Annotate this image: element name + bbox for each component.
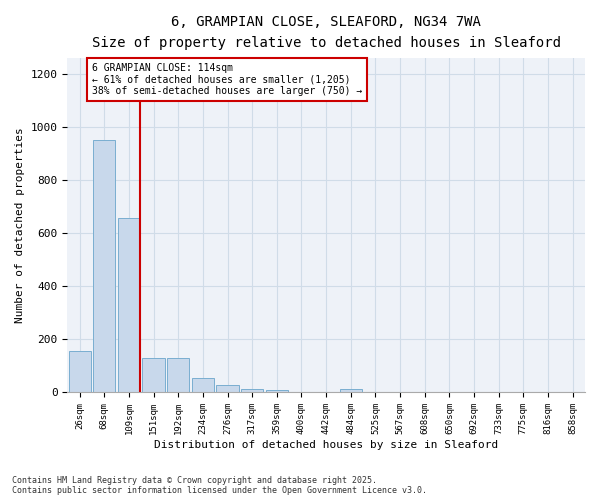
Bar [93,140,115,392]
Bar [167,358,190,392]
Bar [340,390,362,392]
X-axis label: Distribution of detached houses by size in Sleaford: Distribution of detached houses by size … [154,440,498,450]
Text: 6 GRAMPIAN CLOSE: 114sqm
← 61% of detached houses are smaller (1,205)
38% of sem: 6 GRAMPIAN CLOSE: 114sqm ← 61% of detach… [92,63,362,96]
Bar [192,378,214,392]
Bar [241,390,263,392]
Bar [142,358,164,392]
Title: 6, GRAMPIAN CLOSE, SLEAFORD, NG34 7WA
Size of property relative to detached hous: 6, GRAMPIAN CLOSE, SLEAFORD, NG34 7WA Si… [92,15,560,50]
Bar [68,352,91,393]
Bar [266,390,288,392]
Y-axis label: Number of detached properties: Number of detached properties [15,127,25,323]
Bar [217,384,239,392]
Bar [118,218,140,392]
Text: Contains HM Land Registry data © Crown copyright and database right 2025.
Contai: Contains HM Land Registry data © Crown c… [12,476,427,495]
